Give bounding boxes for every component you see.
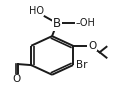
Text: O: O: [13, 74, 21, 85]
Text: Br: Br: [76, 60, 88, 70]
Text: HO: HO: [29, 6, 44, 16]
Text: O: O: [88, 41, 96, 51]
Text: –OH: –OH: [75, 18, 95, 28]
Text: B: B: [53, 17, 61, 30]
